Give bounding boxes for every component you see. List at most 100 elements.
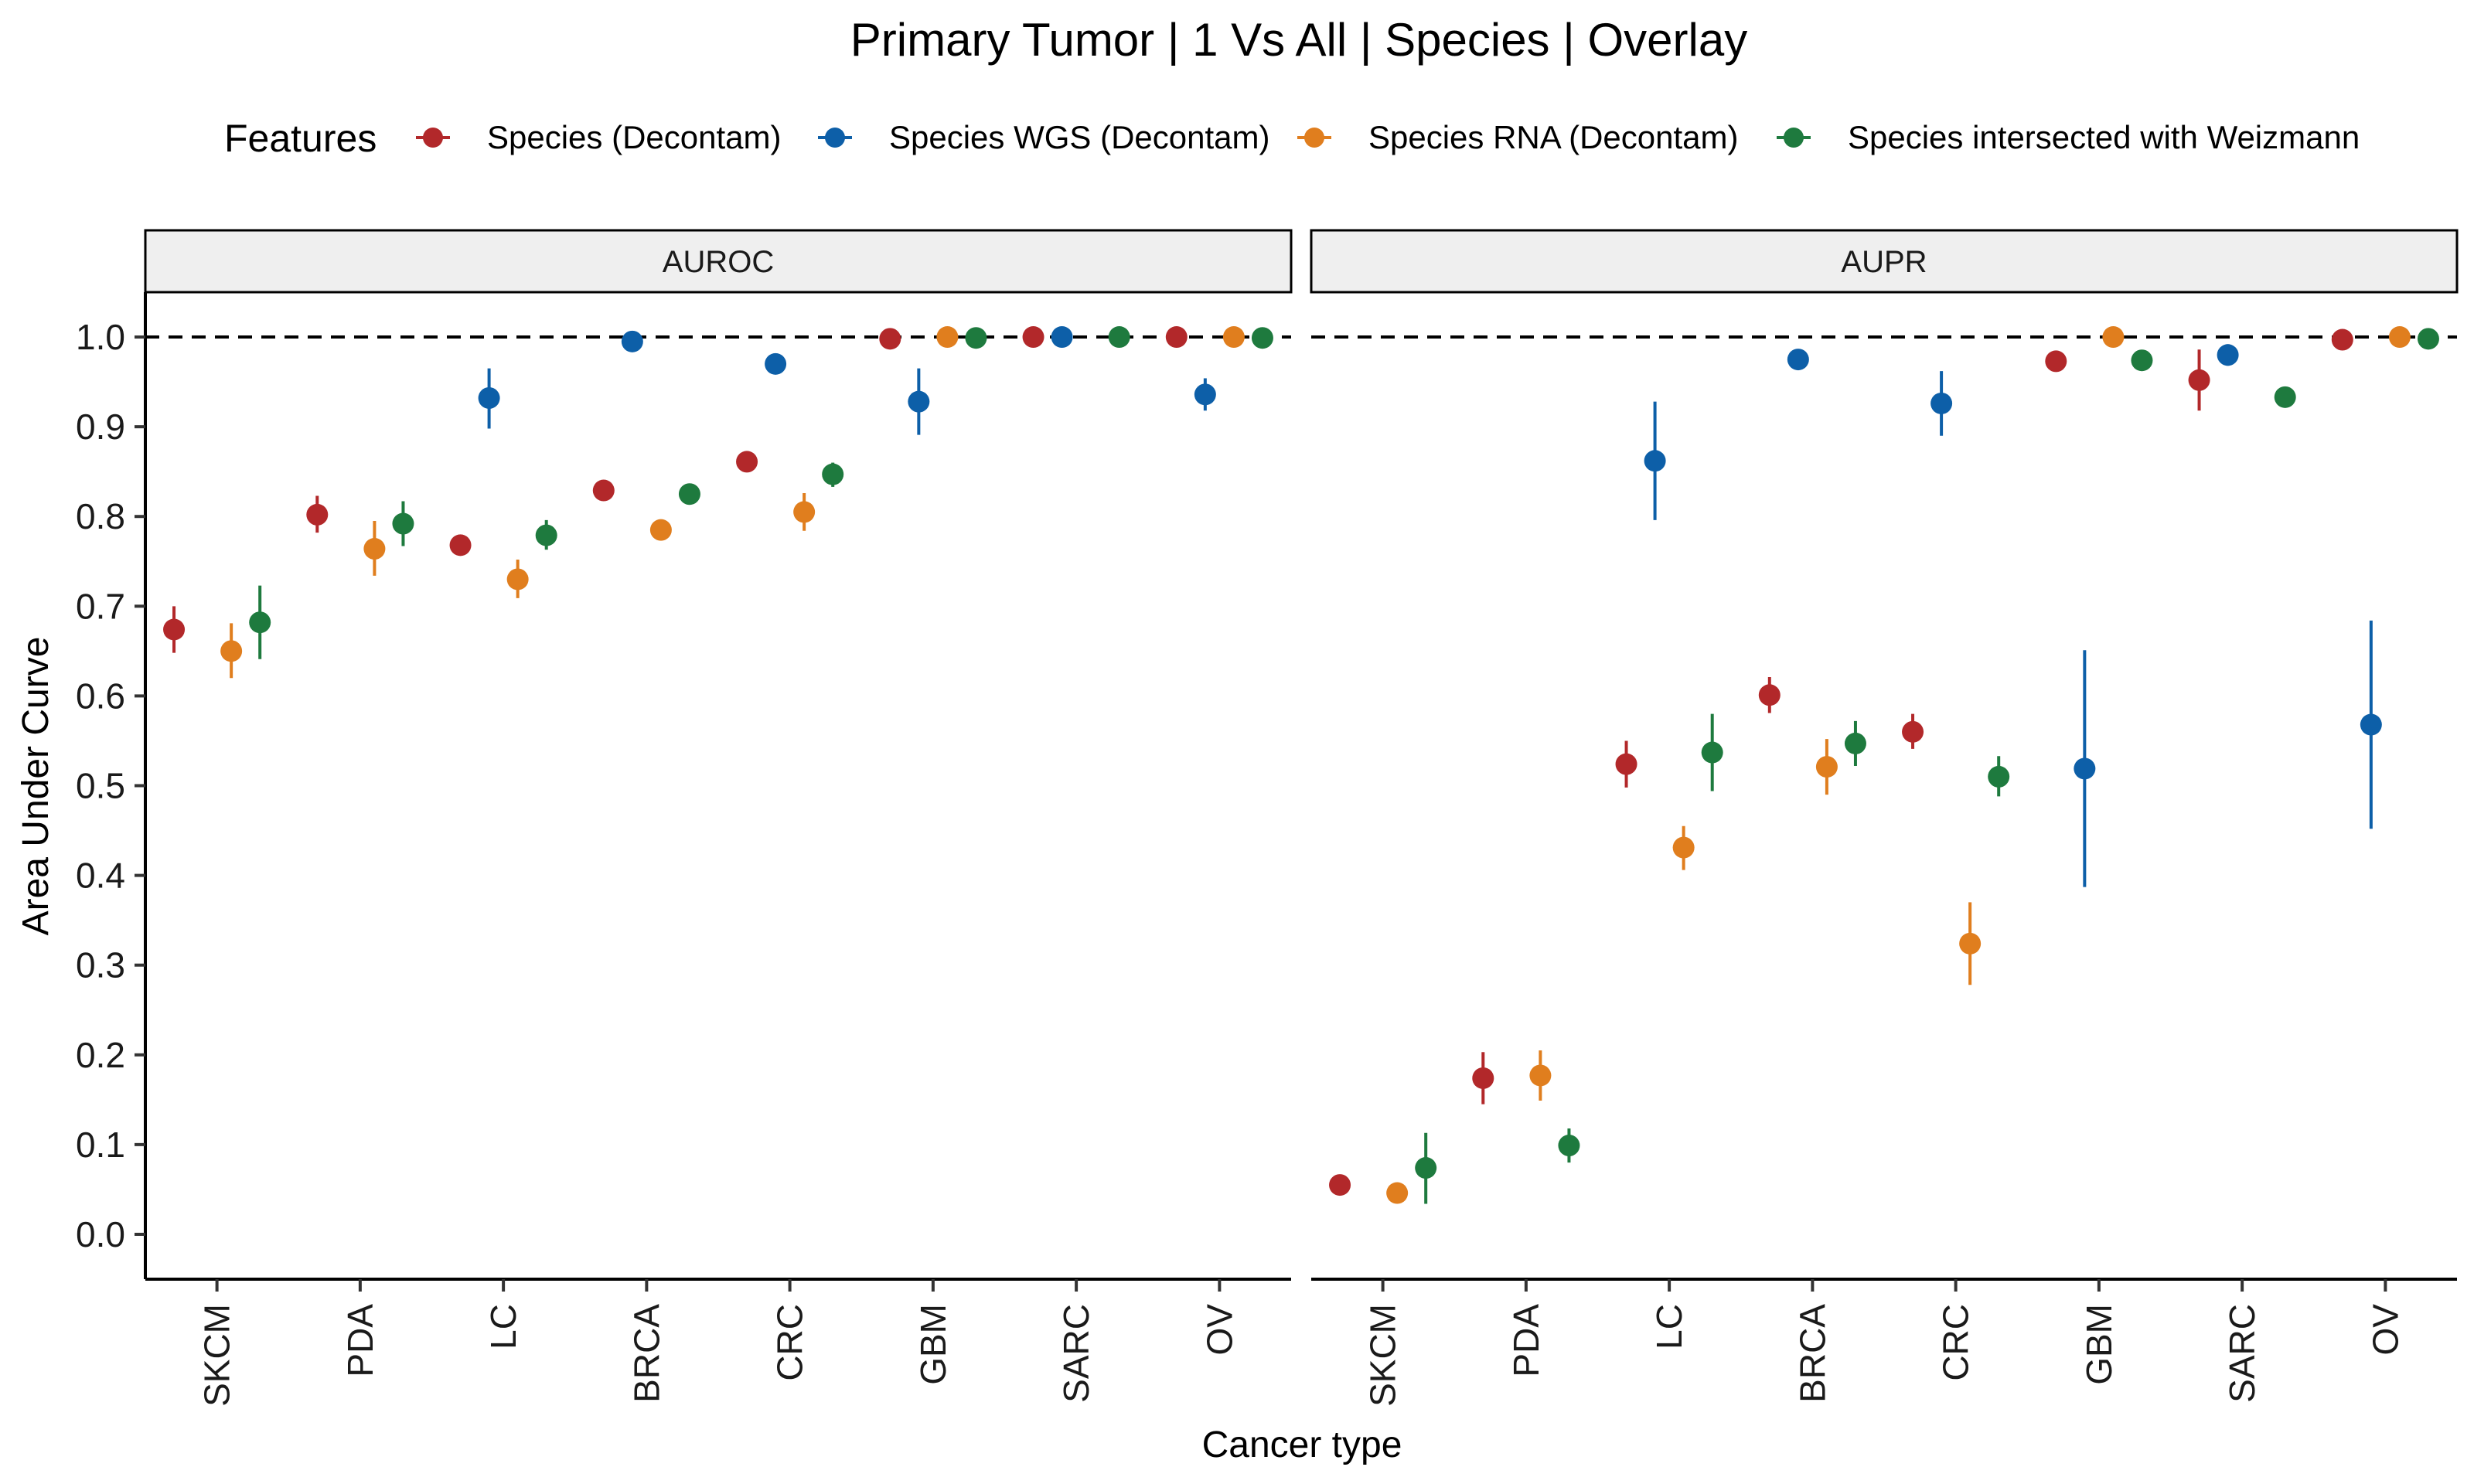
data-point: [793, 493, 816, 531]
y-tick-label: 0.7: [76, 586, 125, 626]
point-marker: [392, 512, 414, 535]
point-marker: [1988, 765, 2010, 788]
x-tick-label: OV: [2365, 1304, 2405, 1356]
panel-strip-label: AUROC: [663, 245, 774, 279]
point-marker: [2360, 713, 2382, 736]
y-axis-label: Area Under Curve: [15, 637, 56, 936]
data-point: [249, 585, 271, 659]
panel-aupr: AUPR SKCM PDA LC BRCA CRC GBM SARC OV: [1310, 229, 2459, 1407]
data-point: [2074, 650, 2096, 887]
legend-key-marker: [1304, 128, 1324, 148]
data-point: [363, 521, 386, 576]
data-point: [1787, 349, 1809, 371]
point-marker: [2131, 349, 2153, 372]
data-point: [1108, 326, 1130, 349]
point-marker: [2102, 326, 2125, 349]
x-tick-label: SKCM: [197, 1304, 237, 1407]
legend-item: Species RNA (Decontam): [1297, 119, 1739, 155]
point-marker: [2417, 328, 2439, 350]
legend: Features Species (Decontam) Species WGS (…: [224, 117, 2360, 160]
data-point: [1165, 326, 1188, 349]
point-marker: [2074, 757, 2096, 780]
y-tick-label: 0.0: [76, 1214, 125, 1254]
point-marker: [822, 463, 844, 485]
point-marker: [220, 640, 243, 662]
x-tick-label: GBM: [2079, 1304, 2119, 1385]
data-point: [765, 352, 787, 375]
point-marker: [765, 352, 787, 375]
point-marker: [1672, 836, 1695, 859]
x-tick-label: LC: [483, 1304, 523, 1350]
panel-strip: [144, 229, 1293, 294]
panel-strip-label: AUPR: [1841, 245, 1927, 279]
point-marker: [449, 534, 472, 556]
data-point: [2217, 344, 2239, 366]
legend-item: Species intersected with Weizmann: [1777, 119, 2360, 155]
panels: AUROC SKCM PDA LC BRCA CRC GBM SARC OV 0.0 0.1 0.2 0…: [76, 229, 2459, 1407]
point-marker: [1022, 326, 1044, 349]
point-marker: [1415, 1157, 1437, 1179]
data-point: [449, 534, 472, 556]
point-marker: [2331, 328, 2353, 351]
panel-strip: [1310, 229, 2459, 294]
data-point: [1472, 1052, 1494, 1104]
data-point: [2388, 326, 2411, 349]
data-point: [1222, 326, 1245, 349]
x-tick-label: PDA: [1506, 1304, 1546, 1377]
data-point: [478, 368, 500, 429]
point-marker: [649, 519, 672, 541]
data-point: [506, 559, 529, 598]
data-point: [1615, 740, 1637, 788]
y-tick-label: 0.9: [76, 407, 125, 447]
y-tick-label: 0.8: [76, 496, 125, 536]
point-marker: [1165, 326, 1188, 349]
point-marker: [249, 611, 271, 634]
point-marker: [535, 524, 557, 546]
data-point: [1815, 739, 1838, 795]
legend-key-marker: [825, 128, 845, 148]
data-point: [2131, 349, 2153, 372]
data-point: [392, 501, 414, 546]
data-point: [678, 483, 700, 505]
point-marker: [1844, 732, 1866, 754]
data-point: [1022, 326, 1044, 349]
data-point: [1194, 378, 1216, 411]
data-point: [2331, 328, 2353, 351]
data-point: [1758, 677, 1781, 713]
data-point: [1959, 902, 1982, 985]
x-tick-label: LC: [1649, 1304, 1689, 1350]
x-tick-label: BRCA: [1792, 1304, 1832, 1403]
point-marker: [936, 326, 959, 349]
y-tick-label: 0.1: [76, 1125, 125, 1165]
data-point: [649, 519, 672, 541]
legend-key-marker: [1784, 128, 1804, 148]
data-point: [2188, 349, 2210, 411]
data-point: [1329, 1174, 1351, 1196]
data-point: [592, 479, 615, 502]
point-marker: [1194, 383, 1216, 406]
point-marker: [1959, 932, 1982, 955]
point-marker: [592, 479, 615, 502]
point-marker: [1529, 1064, 1552, 1087]
point-marker: [908, 390, 930, 413]
data-point: [822, 462, 844, 487]
y-tick-label: 1.0: [76, 317, 125, 357]
legend-key-marker: [423, 128, 443, 148]
legend-label: Species intersected with Weizmann: [1848, 119, 2360, 155]
point-marker: [363, 538, 386, 560]
chart-title: Primary Tumor | 1 Vs All | Species | Ove…: [850, 14, 1747, 66]
x-axis-label: Cancer type: [1202, 1424, 1402, 1465]
point-marker: [1051, 326, 1073, 349]
point-marker: [506, 568, 529, 591]
point-marker: [2274, 386, 2296, 408]
data-point: [163, 606, 186, 653]
x-tick-label: CRC: [770, 1304, 810, 1381]
y-tick-label: 0.3: [76, 945, 125, 985]
point-marker: [736, 451, 758, 473]
data-point: [2102, 326, 2125, 349]
point-marker: [2188, 369, 2210, 391]
point-marker: [1644, 450, 1666, 472]
data-point: [736, 451, 758, 473]
x-tick-label: PDA: [340, 1304, 380, 1377]
